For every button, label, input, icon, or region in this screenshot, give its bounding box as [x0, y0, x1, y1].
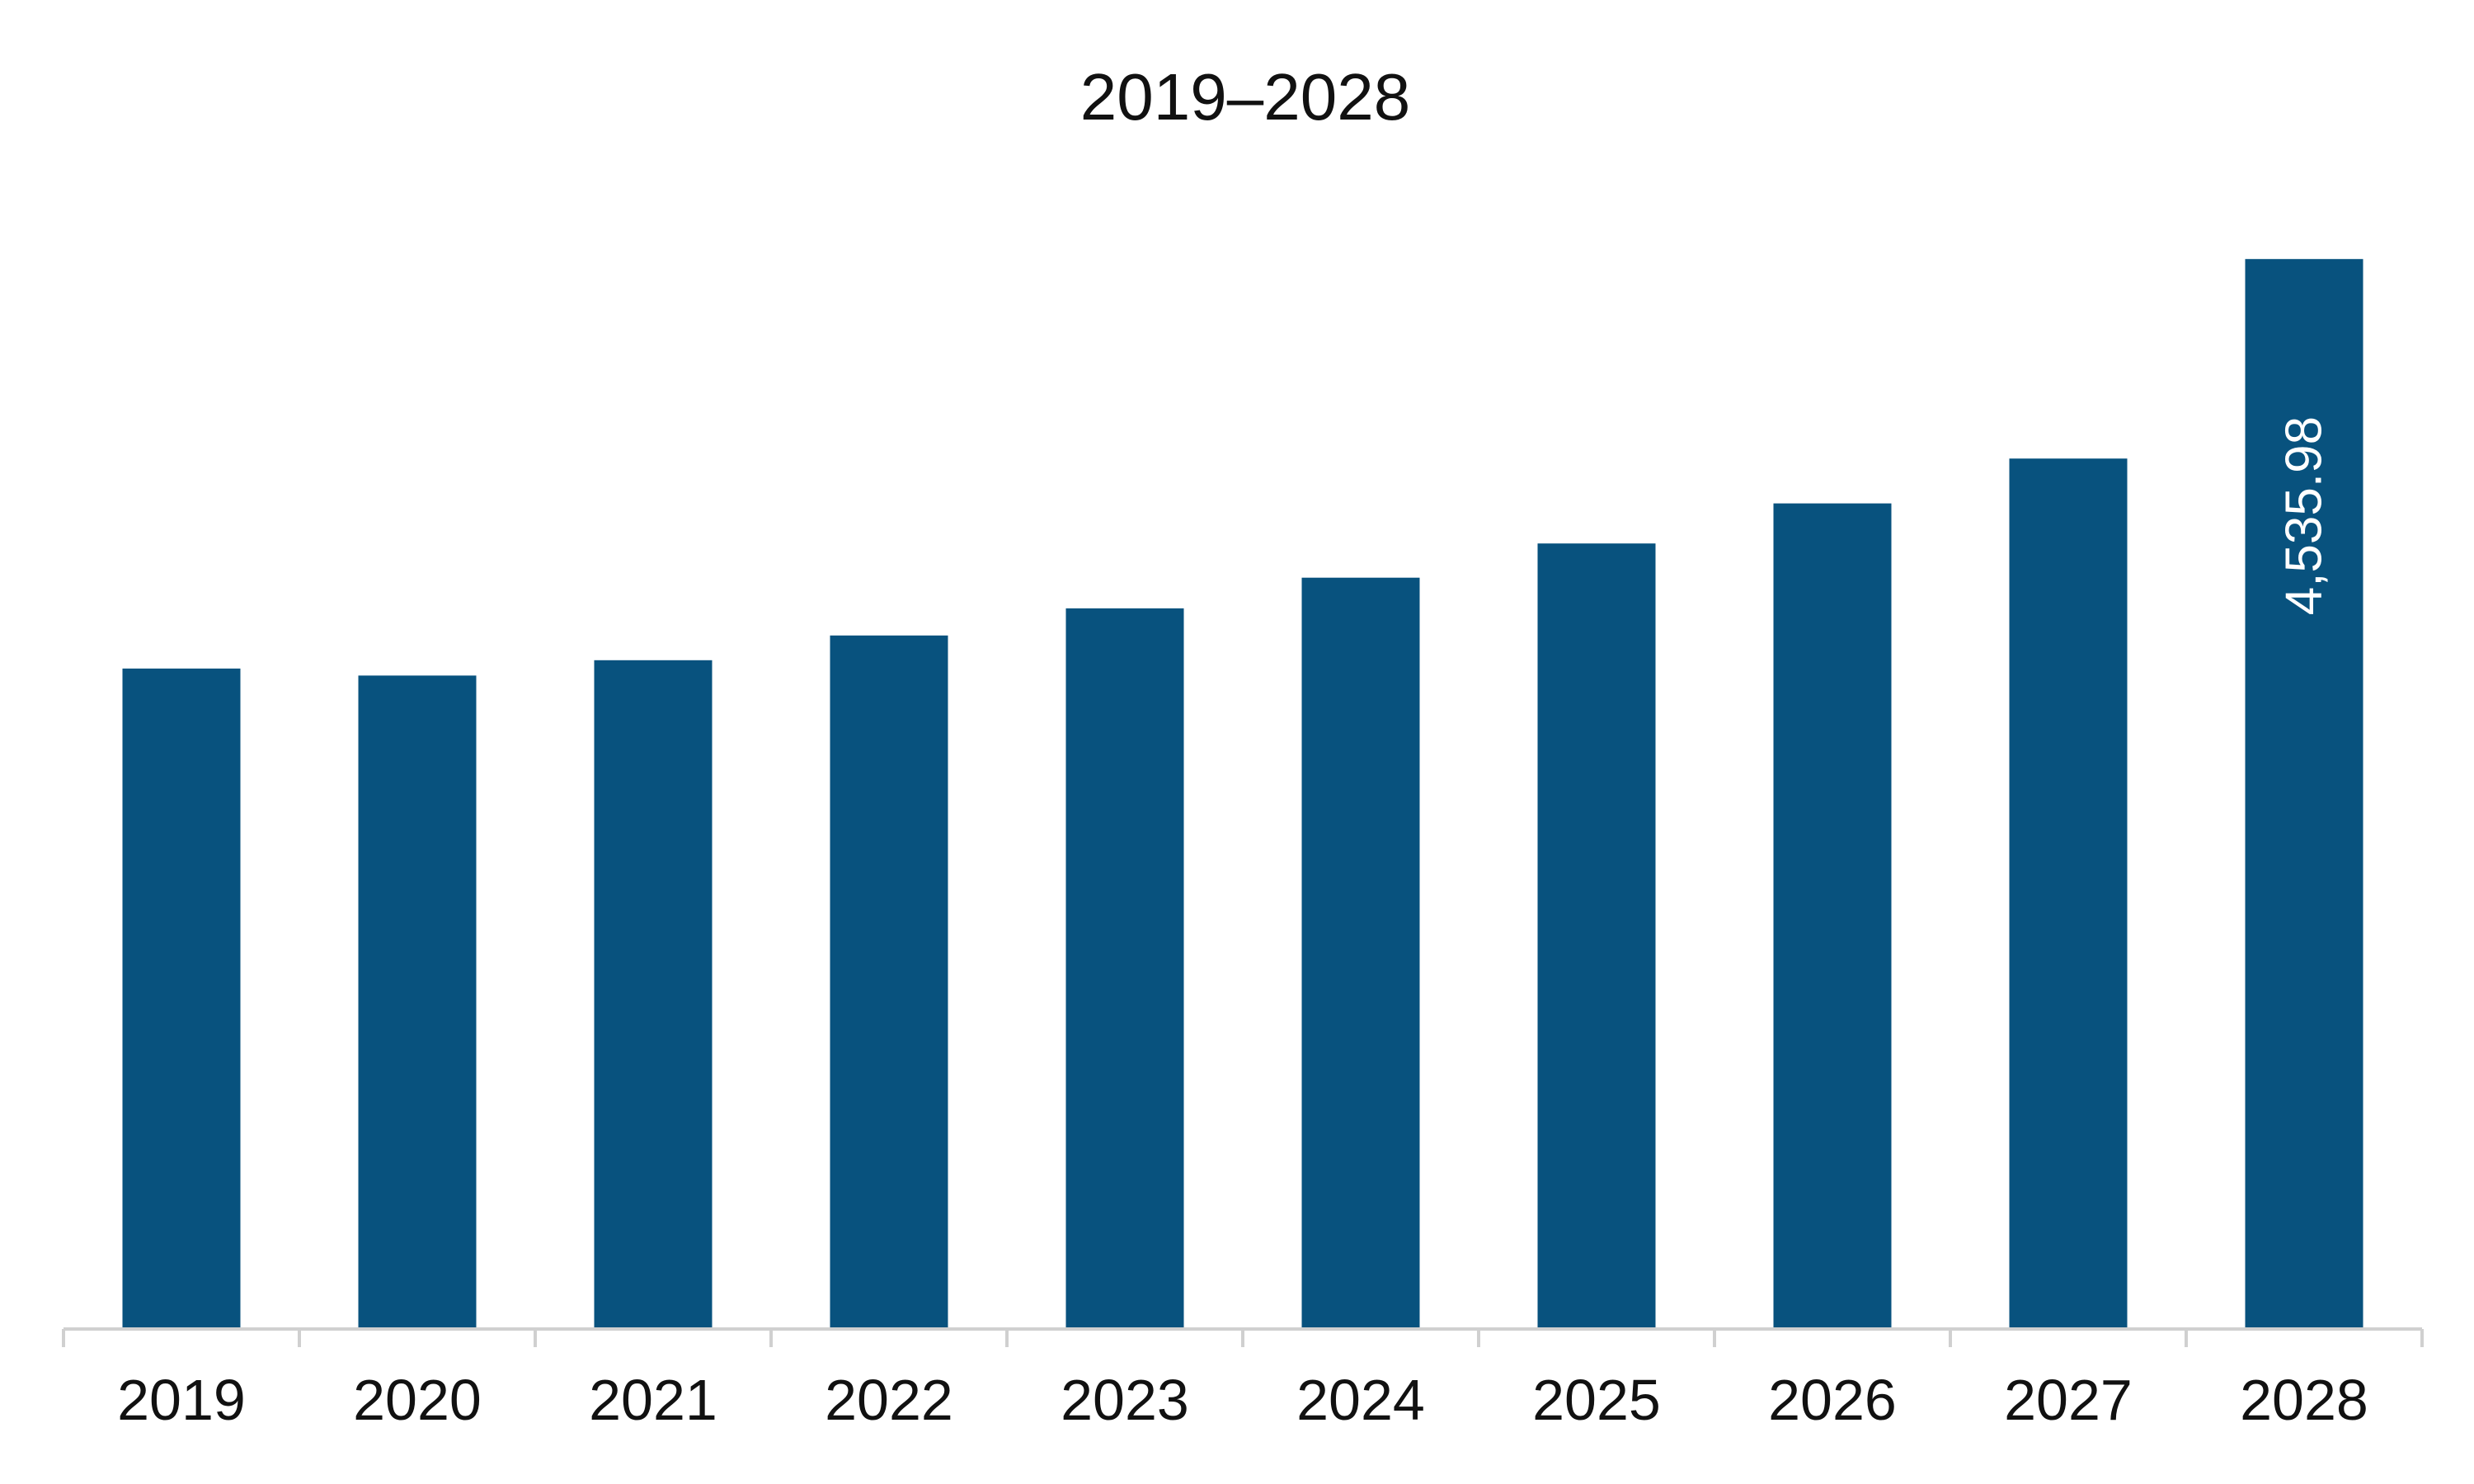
x-tick-label-2024: 2024	[1296, 1368, 1425, 1432]
x-tick-label-2025: 2025	[1532, 1368, 1661, 1432]
bar-2023	[1065, 608, 1184, 1329]
x-tick-labels: 2019 2020 2021 2022 2023 2024 2025 2026 2027 2028	[117, 1368, 2368, 1432]
bars-group	[122, 259, 2363, 1330]
bar-2019	[122, 668, 241, 1329]
x-tick-label-2019: 2019	[117, 1368, 246, 1432]
bar-2022	[830, 635, 948, 1329]
x-tick-label-2026: 2026	[1768, 1368, 1897, 1432]
x-axis	[62, 1327, 2424, 1347]
x-tick-label-2027: 2027	[2004, 1368, 2133, 1432]
bar-2028	[2245, 259, 2363, 1330]
x-tick-label-2023: 2023	[1061, 1368, 1189, 1432]
x-tick-label-2022: 2022	[825, 1368, 953, 1432]
chart-title: 2019–2028	[1080, 60, 1410, 134]
bar-2021	[594, 660, 713, 1329]
data-labels: 4,535.98	[2276, 416, 2333, 615]
bar-2024	[1301, 577, 1420, 1329]
bar-2020	[358, 675, 477, 1329]
bar-2025	[1537, 543, 1656, 1329]
bar-2026	[1773, 503, 1892, 1329]
x-tick-label-2028: 2028	[2240, 1368, 2368, 1432]
bar-2027	[2009, 458, 2128, 1330]
data-label-2028: 4,535.98	[2276, 416, 2333, 615]
x-tick-label-2021: 2021	[589, 1368, 717, 1432]
x-tick-label-2020: 2020	[353, 1368, 482, 1432]
